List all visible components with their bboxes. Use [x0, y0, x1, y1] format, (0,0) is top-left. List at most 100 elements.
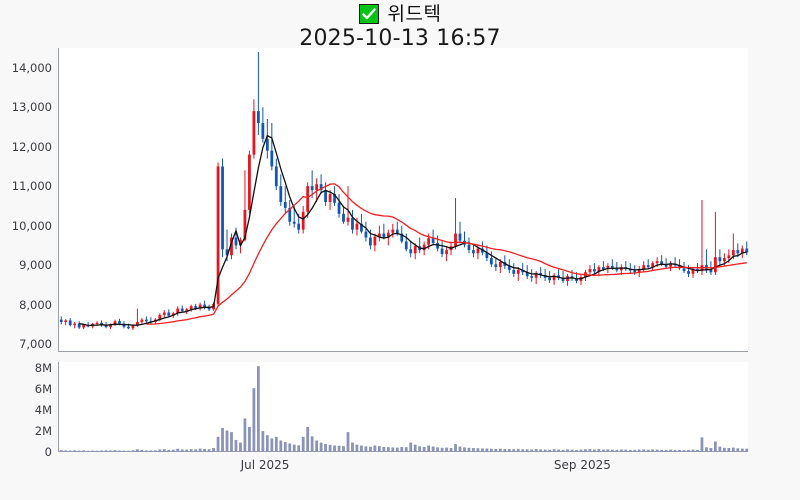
candle	[274, 158, 278, 191]
candle	[557, 269, 560, 281]
title-row: 위드텍	[0, 1, 800, 27]
volume-bar	[221, 427, 224, 452]
volume-bar	[382, 446, 386, 452]
candle	[445, 247, 448, 262]
volume-bar	[306, 426, 310, 452]
volume-bar	[297, 445, 301, 452]
volume-bar	[525, 449, 529, 452]
volume-bar	[610, 449, 614, 452]
volume-bar	[454, 444, 457, 452]
ma-short-line	[79, 134, 747, 327]
volume-bar	[601, 449, 605, 452]
volume-bar	[342, 446, 345, 452]
price-panel[interactable]	[58, 48, 749, 352]
volume-bar	[539, 449, 543, 452]
candle	[64, 318, 68, 326]
volume-bar	[507, 449, 511, 452]
volume-bar	[68, 450, 72, 452]
candle	[593, 263, 596, 274]
volume-bar	[239, 442, 242, 452]
volume-bar	[449, 448, 453, 452]
volume-bar	[346, 432, 350, 452]
candle	[364, 221, 368, 242]
volume-bar	[369, 446, 372, 452]
page-title: 위드텍	[387, 3, 442, 25]
volume-bar	[176, 448, 180, 452]
candle	[637, 265, 641, 277]
candle	[552, 273, 556, 285]
volume-bar	[445, 447, 448, 452]
candle	[319, 174, 323, 195]
volume-bar	[91, 450, 94, 452]
volume-bar	[584, 449, 587, 452]
volume-bar	[472, 448, 475, 452]
volume-bar	[660, 449, 664, 452]
candle	[162, 310, 166, 318]
volume-tick-label: 0	[44, 445, 52, 459]
volume-bar	[543, 449, 547, 452]
candle	[745, 241, 749, 256]
candle	[59, 316, 63, 325]
volume-bar	[337, 445, 341, 452]
volume-bar	[463, 447, 466, 452]
volume-bar	[619, 449, 623, 452]
candle	[176, 306, 180, 316]
volume-bar	[167, 449, 171, 452]
volume-bar	[400, 446, 404, 452]
volume-bar	[234, 439, 238, 452]
candle	[436, 235, 439, 252]
volume-bar	[427, 445, 431, 452]
volume-bar	[489, 448, 493, 452]
volume-bar	[82, 450, 86, 452]
volume-bar	[265, 435, 269, 452]
volume-bar	[351, 442, 354, 452]
volume-bar	[418, 446, 422, 452]
volume-bar	[248, 426, 251, 452]
candle	[543, 269, 547, 281]
volume-bar	[709, 448, 713, 452]
candle	[489, 251, 493, 268]
volume-bar	[655, 449, 659, 452]
volume-bar	[606, 449, 610, 452]
candle	[700, 200, 704, 276]
volume-bar	[310, 436, 314, 452]
volume-bar	[292, 444, 296, 452]
price-axis: 14,000 13,000 12,000 11,000 10,000 9,000 8,000…	[0, 48, 58, 352]
candle	[221, 158, 224, 258]
volume-bar	[64, 450, 68, 452]
volume-bar	[194, 449, 198, 452]
candle	[678, 259, 681, 270]
volume-bar	[494, 448, 498, 452]
volume-bar	[207, 449, 211, 452]
volume-bar	[740, 448, 744, 452]
volume-bar	[256, 366, 260, 452]
volume-bar	[373, 445, 377, 452]
candle	[642, 261, 646, 273]
candle	[413, 243, 417, 260]
candle	[664, 258, 668, 270]
candle	[521, 263, 525, 276]
volume-bar	[360, 445, 363, 452]
volume-bar	[615, 449, 619, 452]
price-tick-label: 9,000	[19, 258, 52, 273]
candle	[261, 107, 265, 143]
candle	[458, 221, 462, 244]
volume-bar	[731, 447, 735, 452]
volume-bar	[588, 449, 592, 452]
candle	[73, 321, 77, 329]
candle	[382, 223, 386, 240]
volume-bar	[682, 450, 686, 452]
volume-bar	[561, 449, 565, 452]
volume-bar	[386, 447, 390, 452]
volume-bar	[673, 449, 677, 452]
candle	[530, 269, 534, 282]
ma-long-line	[146, 183, 747, 325]
volume-panel[interactable]	[58, 362, 749, 452]
volume-bar	[324, 444, 327, 452]
candle	[270, 123, 274, 171]
volume-bar	[570, 449, 574, 452]
price-tick-label: 11,000	[11, 179, 52, 194]
candle	[481, 241, 484, 256]
volume-bar	[95, 450, 99, 452]
volume-bar	[664, 449, 668, 452]
